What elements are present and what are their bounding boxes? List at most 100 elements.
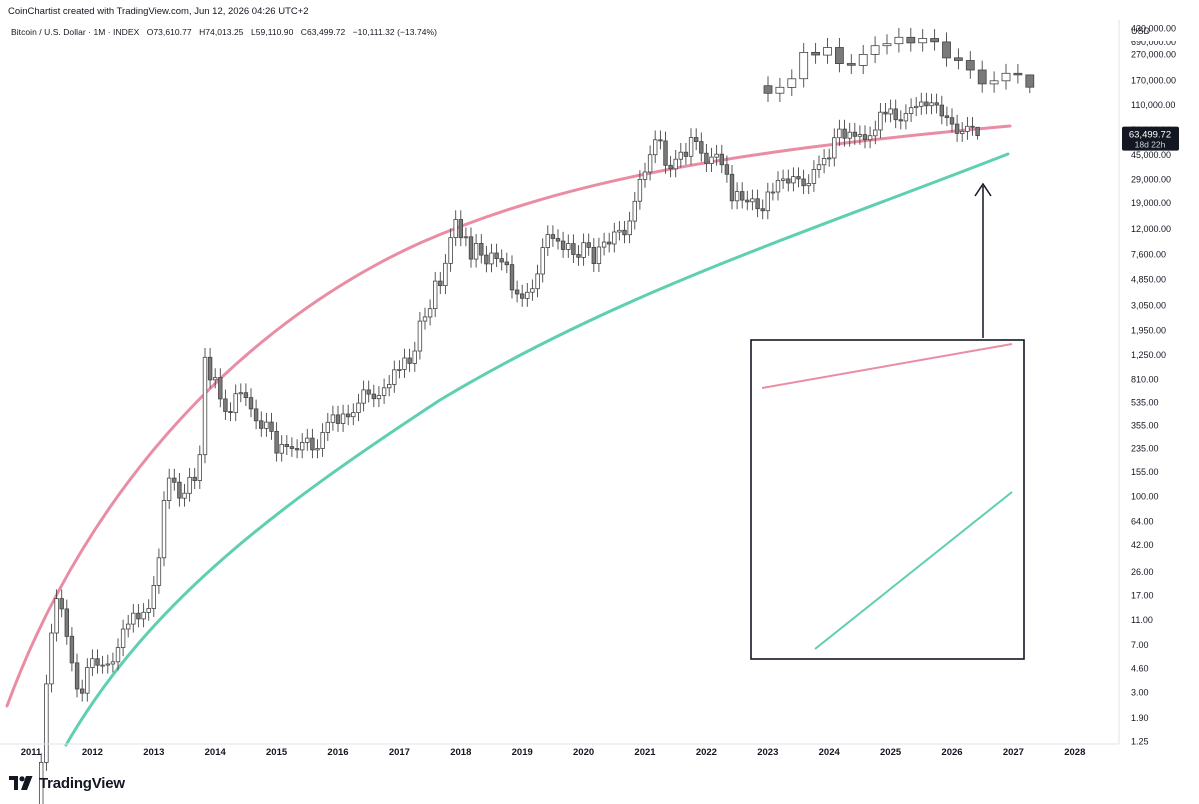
time-tick-label: 2012 [82, 747, 103, 758]
monthly-candle [514, 289, 520, 295]
monthly-candle [131, 612, 136, 625]
monthly-candle [258, 420, 264, 429]
monthly-candle [489, 252, 494, 265]
monthly-candle [540, 247, 545, 275]
monthly-candle [197, 454, 202, 481]
monthly-candle [612, 231, 617, 245]
price-tick-label: 3.00 [1131, 688, 1149, 698]
monthly-candle [816, 164, 822, 170]
price-tick-label-partial: 690,000.00 [1131, 37, 1176, 47]
monthly-candle [555, 238, 561, 242]
time-tick-label: 2013 [143, 747, 164, 758]
monthly-candle [704, 152, 709, 164]
monthly-candle [658, 139, 663, 142]
monthly-candle [566, 243, 571, 250]
time-scale[interactable]: 2011 2012 2013 2014 2015 2016 2017 2018 2019 2020… [0, 743, 1119, 758]
monthly-candle [351, 412, 356, 418]
monthly-candle [699, 141, 704, 154]
monthly-candle [873, 129, 878, 137]
monthly-candle [392, 369, 397, 385]
monthly-candle [975, 126, 980, 137]
monthly-candle [852, 131, 857, 137]
monthly-candle [622, 229, 627, 236]
monthly-candle [801, 178, 806, 187]
monthly-candle [340, 413, 346, 424]
monthly-candle [520, 293, 525, 299]
monthly-candle [745, 199, 750, 203]
currency-label: USD [1131, 26, 1151, 36]
monthly-candle [233, 393, 238, 414]
monthly-candle [596, 246, 602, 265]
time-tick-label: 2019 [512, 747, 533, 758]
monthly-candle [161, 500, 167, 559]
inset-candle [787, 78, 797, 88]
monthly-candle [126, 623, 131, 630]
monthly-candle [678, 151, 683, 160]
tradingview-brand[interactable]: TradingView [9, 773, 125, 793]
monthly-candle [192, 476, 197, 481]
monthly-candle [770, 191, 776, 194]
monthly-candle [908, 107, 914, 114]
monthly-candle [903, 113, 909, 122]
monthly-candle [120, 628, 126, 649]
price-tick-label: 235.00 [1131, 444, 1159, 454]
monthly-candle [970, 125, 975, 128]
monthly-candle [310, 437, 315, 451]
monthly-candle [842, 128, 847, 139]
inset-candle [1013, 72, 1023, 76]
monthly-candle [755, 198, 760, 210]
monthly-candle [356, 402, 361, 414]
bar-countdown-label: 18d 22h [1135, 140, 1166, 150]
monthly-candle [141, 611, 146, 620]
monthly-candle [376, 395, 382, 400]
monthly-candle [468, 236, 474, 260]
monthly-candle [760, 208, 765, 212]
last-price-label: 63,499.72 [1129, 130, 1171, 141]
chart-attribution: CoinChartist created with TradingView.co… [8, 6, 309, 17]
monthly-candle [806, 183, 811, 187]
monthly-candle [591, 246, 596, 264]
symbol-title[interactable]: Bitcoin / U.S. Dollar · 1M · INDEX [11, 27, 140, 37]
monthly-candle [366, 389, 371, 395]
monthly-candle [765, 191, 770, 212]
monthly-candle [719, 153, 724, 166]
price-tick-label: 1,250.00 [1131, 350, 1166, 360]
price-tick-label: 100.00 [1131, 492, 1159, 502]
price-tick-label: 12,000.00 [1131, 224, 1171, 234]
monthly-candle [827, 157, 832, 160]
monthly-candle [960, 130, 965, 134]
inset-candle [882, 43, 892, 47]
monthly-candle [49, 632, 54, 685]
monthly-candle [80, 688, 85, 694]
annotation-arrow-head [974, 182, 992, 197]
monthly-candle [146, 608, 151, 613]
time-tick-label: 2022 [696, 747, 717, 758]
ohlc-low: L59,110.90 [250, 27, 294, 37]
monthly-candle [663, 140, 668, 166]
monthly-candle [688, 137, 694, 157]
time-tick-label: 2020 [573, 747, 594, 758]
monthly-candle [90, 658, 95, 668]
monthly-candle [484, 254, 489, 265]
monthly-candle [821, 157, 827, 166]
monthly-candle [934, 102, 939, 106]
monthly-candle [315, 448, 320, 451]
monthly-candle [560, 240, 566, 250]
inset-candle [977, 69, 987, 85]
inset-candle [918, 38, 928, 44]
monthly-candle [479, 242, 484, 256]
monthly-candle [85, 667, 90, 694]
inset-candle [846, 63, 856, 66]
monthly-candle [54, 598, 59, 634]
price-tick-label: 3,050.00 [1131, 300, 1166, 310]
monthly-candle [115, 647, 121, 663]
symbol-legend[interactable]: Bitcoin / U.S. Dollar · 1M · INDEX O73,6… [11, 27, 442, 37]
monthly-candle [269, 421, 274, 432]
monthly-candle [381, 387, 387, 396]
monthly-candle [694, 137, 699, 142]
price-tick-label: 170,000.00 [1131, 76, 1176, 86]
time-tick-label: 2026 [941, 747, 962, 758]
monthly-candle [289, 446, 295, 449]
